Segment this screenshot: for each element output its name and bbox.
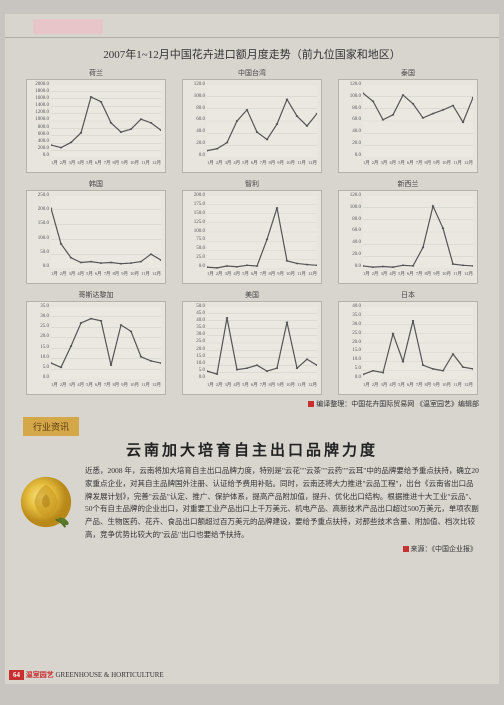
chart-country-label: 中国台湾 (238, 68, 266, 77)
chart-plot (207, 306, 317, 380)
chart-country-label: 泰国 (401, 68, 415, 77)
y-axis: 50.045.040.035.030.025.020.015.010.05.00… (185, 304, 205, 380)
page-footer: 64 温室园艺 GREENHOUSE & HORTICULTURE (9, 670, 164, 680)
chart-cell: 智利 200.0175.0150.0125.0100.075.050.025.00… (179, 179, 325, 284)
chart-cell: 哥斯达黎加 35.030.025.020.015.010.05.00.01月2月3… (23, 290, 169, 395)
x-axis: 1月2月3月4月5月6月7月8月9月10月11月12月 (51, 160, 161, 170)
article-title: 云南加大培育自主出口品牌力度 (5, 436, 499, 465)
chart-box: 120.0100.080.060.040.020.00.01月2月3月4月5月6… (182, 79, 322, 173)
y-axis: 120.0100.080.060.040.020.00.0 (185, 82, 205, 158)
x-axis: 1月2月3月4月5月6月7月8月9月10月11月12月 (207, 382, 317, 392)
chart-country-label: 智利 (245, 179, 259, 188)
y-axis: 2000.01800.01600.01400.01200.01000.0800.… (29, 82, 49, 158)
bullet-icon (403, 546, 409, 552)
page-number: 64 (9, 670, 24, 680)
charts-grid: 荷兰 2000.01800.01600.01400.01200.01000.080… (5, 68, 499, 395)
chart-box: 2000.01800.01600.01400.01200.01000.0800.… (26, 79, 166, 173)
chart-country-label: 日本 (401, 290, 415, 299)
chart-cell: 日本 40.035.030.025.020.015.010.05.00.01月2月… (335, 290, 481, 395)
chart-cell: 新西兰 120.0100.080.060.040.020.00.01月2月3月4月… (335, 179, 481, 284)
chart-box: 120.0100.080.060.040.020.00.01月2月3月4月5月6… (338, 190, 478, 284)
x-axis: 1月2月3月4月5月6月7月8月9月10月11月12月 (363, 382, 473, 392)
chart-country-label: 韩国 (89, 179, 103, 188)
x-axis: 1月2月3月4月5月6月7月8月9月10月11月12月 (51, 271, 161, 281)
chart-country-label: 新西兰 (398, 179, 419, 188)
x-axis: 1月2月3月4月5月6月7月8月9月10月11月12月 (363, 160, 473, 170)
x-axis: 1月2月3月4月5月6月7月8月9月10月11月12月 (51, 382, 161, 392)
chart-cell: 中国台湾 120.0100.080.060.040.020.00.01月2月3月4… (179, 68, 325, 173)
chart-box: 200.0175.0150.0125.0100.075.050.025.00.0… (182, 190, 322, 284)
chart-country-label: 美国 (245, 290, 259, 299)
y-axis: 200.0175.0150.0125.0100.075.050.025.00.0 (185, 193, 205, 269)
x-axis: 1月2月3月4月5月6月7月8月9月10月11月12月 (363, 271, 473, 281)
chart-plot (51, 195, 161, 269)
chart-plot (363, 84, 473, 158)
chart-plot (51, 306, 161, 380)
chart-cell: 泰国 120.0100.080.060.040.020.00.01月2月3月4月5… (335, 68, 481, 173)
page-container: 2007年1~12月中国花卉进口额月度走势（前九位国家和地区） 荷兰 2000.0… (5, 14, 499, 684)
y-axis: 40.035.030.025.020.015.010.05.00.0 (341, 304, 361, 380)
chart-plot (51, 84, 161, 158)
x-axis: 1月2月3月4月5月6月7月8月9月10月11月12月 (207, 160, 317, 170)
chart-plot (207, 195, 317, 269)
chart-box: 120.0100.080.060.040.020.00.01月2月3月4月5月6… (338, 79, 478, 173)
top-border (5, 14, 499, 38)
chart-cell: 美国 50.045.040.035.030.025.020.015.010.05.… (179, 290, 325, 395)
chart-cell: 韩国 250.0200.0150.0100.050.00.01月2月3月4月5月6… (23, 179, 169, 284)
corner-decoration (33, 19, 103, 34)
article-body: 近悉，2008 年，云南将加大培育自主出口品牌力度，特别是"云花""云茶""云药… (5, 465, 499, 542)
main-title: 2007年1~12月中国花卉进口额月度走势（前九位国家和地区） (5, 38, 499, 68)
credit-text: 编译整理：中国花卉国际贸易网 《温室园艺》编辑部 (316, 400, 479, 408)
credit-line: 编译整理：中国花卉国际贸易网 《温室园艺》编辑部 (5, 395, 499, 411)
rose-icon (17, 473, 75, 531)
chart-box: 35.030.025.020.015.010.05.00.01月2月3月4月5月… (26, 301, 166, 395)
y-axis: 35.030.025.020.015.010.05.00.0 (29, 304, 49, 380)
chart-box: 40.035.030.025.020.015.010.05.00.01月2月3月… (338, 301, 478, 395)
source-text: 来源：《中国企业报》 (411, 545, 478, 553)
chart-plot (363, 306, 473, 380)
chart-cell: 荷兰 2000.01800.01600.01400.01200.01000.080… (23, 68, 169, 173)
magazine-name-cn: 温室园艺 (26, 671, 54, 679)
chart-country-label: 荷兰 (89, 68, 103, 77)
chart-box: 250.0200.0150.0100.050.00.01月2月3月4月5月6月7… (26, 190, 166, 284)
chart-plot (363, 195, 473, 269)
x-axis: 1月2月3月4月5月6月7月8月9月10月11月12月 (207, 271, 317, 281)
article-source: 来源：《中国企业报》 (5, 542, 499, 554)
magazine-name-en: GREENHOUSE & HORTICULTURE (56, 671, 164, 679)
y-axis: 120.0100.080.060.040.020.00.0 (341, 82, 361, 158)
article-text: 近悉，2008 年，云南将加大培育自主出口品牌力度，特别是"云花""云茶""云药… (85, 466, 479, 539)
chart-country-label: 哥斯达黎加 (79, 290, 114, 299)
y-axis: 120.0100.080.060.040.020.00.0 (341, 193, 361, 269)
y-axis: 250.0200.0150.0100.050.00.0 (29, 193, 49, 269)
chart-box: 50.045.040.035.030.025.020.015.010.05.00… (182, 301, 322, 395)
chart-plot (207, 84, 317, 158)
section-tag: 行业资讯 (23, 417, 79, 436)
bullet-icon (308, 401, 314, 407)
